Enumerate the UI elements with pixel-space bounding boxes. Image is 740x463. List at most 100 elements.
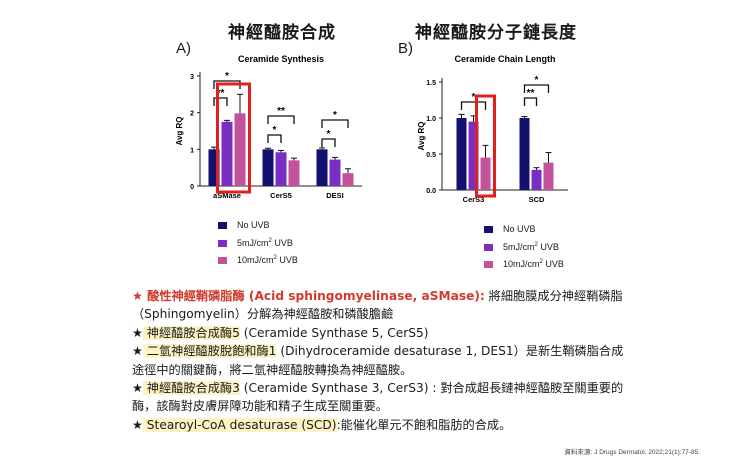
- x-tick-label: SCD: [529, 195, 545, 204]
- significance-bracket: [460, 101, 487, 110]
- desc-scd-heading: Stearoyl-CoA desaturase (SCD): [142, 417, 337, 432]
- legend-swatch: [218, 222, 227, 230]
- significance-bracket: [213, 97, 228, 106]
- significance-bracket: [523, 84, 550, 93]
- desc-asmase-heading: 酸性神經鞘磷脂酶 (Acid sphingomyelinase, aSMase)…: [142, 289, 485, 303]
- significance-label: **: [527, 88, 535, 99]
- significance-label: *: [225, 71, 229, 82]
- legend-label: No UVB: [237, 220, 270, 230]
- significance-bracket: [267, 115, 295, 124]
- desc-cers5-text: (Ceramide Synthase 5, CerS5): [239, 325, 429, 340]
- legend-label: 10mJ/cm: [237, 255, 274, 265]
- legend-suffix: UVB: [271, 238, 293, 248]
- bar: [480, 157, 491, 190]
- desc-cers3-heading: 神經醯胺合成酶3: [142, 381, 240, 396]
- panel-b-label: B): [398, 40, 413, 57]
- significance-label: *: [333, 110, 337, 121]
- star-icon: ★: [132, 417, 143, 432]
- desc-line-cers5: ★ 神經醯胺合成酶5 (Ceramide Synthase 5, CerS5): [132, 324, 632, 342]
- significance-bracket: [321, 119, 349, 128]
- desc-line-asmase: ★ 酸性神經鞘磷脂酶 (Acid sphingomyelinase, aSMas…: [132, 287, 632, 324]
- desc-asmase-text: 將細胞膜成分神經鞘磷脂（Sphingomyelin）分解為神經醯胺和磷酸膽鹼: [132, 289, 623, 322]
- left-chart-chinese-title: 神經醯胺合成: [228, 23, 336, 43]
- significance-bracket: [321, 138, 336, 147]
- x-tick-label: CerS3: [463, 195, 485, 204]
- star-icon: ★: [132, 344, 143, 359]
- y-axis-label: Avg RQ: [175, 116, 184, 145]
- legend-b-5mj: 5mJ/cm2 UVB: [484, 242, 559, 252]
- bar: [288, 160, 300, 186]
- legend-suffix: UVB: [537, 242, 559, 252]
- significance-label: **: [217, 88, 225, 99]
- y-tick-label: 2: [190, 111, 194, 118]
- legend-swatch: [218, 240, 227, 248]
- ceramide-chain-length-chart: Ceramide Chain Length Avg RQ 0.0 0.5 1.0 1.5 C…: [417, 54, 568, 204]
- desc-des1-heading: 二氫神經醯胺脫飽和酶1: [142, 344, 277, 359]
- y-tick-label: 1.5: [426, 80, 436, 87]
- bar: [342, 173, 354, 186]
- legend-b-no-uvb: No UVB: [484, 224, 536, 234]
- right-chart-chinese-title: 神經醯胺分子鏈長度: [415, 23, 577, 43]
- chart-title: Ceramide Synthesis: [238, 54, 324, 64]
- bar: [234, 113, 246, 186]
- y-tick-label: 1.0: [426, 116, 436, 123]
- bar: [262, 149, 274, 186]
- desc-scd-text: :能催化單元不飽和脂肪的合成。: [336, 417, 512, 432]
- legend-swatch: [484, 244, 493, 252]
- legend-b-10mj: 10mJ/cm2 UVB: [484, 259, 564, 269]
- desc-line-scd: ★ Stearoyl-CoA desaturase (SCD):能催化單元不飽和…: [132, 416, 632, 434]
- y-axis-label: Avg RQ: [417, 121, 426, 150]
- legend-suffix: UVB: [542, 259, 564, 269]
- panel-a-label: A): [176, 40, 191, 57]
- legend-sup: 2: [539, 259, 543, 265]
- x-tick-label: CerS5: [270, 191, 292, 200]
- significance-label: *: [327, 129, 331, 140]
- legend-label: 5mJ/cm: [503, 242, 535, 252]
- significance-label: *: [472, 92, 476, 103]
- legend-sup: 2: [268, 238, 272, 244]
- highlight-box: [475, 94, 496, 198]
- y-tick-label: 1: [190, 147, 194, 154]
- y-tick-label: 3: [190, 74, 194, 81]
- legend-a-10mj: 10mJ/cm2 UVB: [218, 255, 298, 265]
- bar: [316, 149, 328, 186]
- y-tick-label: 0: [190, 184, 194, 191]
- bar: [208, 149, 220, 186]
- bar: [221, 121, 233, 186]
- legend-a-no-uvb: No UVB: [218, 220, 270, 230]
- desc-line-cers3: ★ 神經醯胺合成酶3 (Ceramide Synthase 3, CerS3) …: [132, 379, 632, 416]
- source-citation: 資料來源: J Drugs Dermatol. 2022;21(1):77-85…: [564, 449, 700, 456]
- x-tick-label: aSMase: [213, 191, 241, 200]
- legend-label: No UVB: [503, 224, 536, 234]
- chart-title: Ceramide Chain Length: [454, 54, 555, 64]
- bar: [519, 118, 530, 190]
- bar: [468, 121, 479, 190]
- significance-label: *: [273, 125, 277, 136]
- ceramide-synthesis-chart: Ceramide Synthesis Avg RQ 0 1 2 3 aSMase CerS5 D…: [175, 54, 362, 200]
- enzyme-description: ★ 酸性神經鞘磷脂酶 (Acid sphingomyelinase, aSMas…: [132, 287, 632, 434]
- legend-label: 10mJ/cm: [503, 259, 540, 269]
- bar: [531, 169, 542, 190]
- significance-label: *: [535, 75, 539, 86]
- star-icon: ★: [132, 381, 143, 396]
- legend-a-5mj: 5mJ/cm2 UVB: [218, 238, 293, 248]
- y-tick-label: 0.5: [426, 152, 436, 159]
- star-icon: ★: [132, 325, 143, 340]
- y-tick-label: 0.0: [426, 188, 436, 195]
- highlight-box: [216, 82, 251, 194]
- legend-label: 5mJ/cm: [237, 238, 269, 248]
- significance-bracket: [267, 134, 282, 143]
- bar: [329, 159, 341, 186]
- significance-label: **: [277, 106, 285, 117]
- legend-swatch: [484, 261, 493, 269]
- legend-swatch: [218, 257, 227, 265]
- legend-suffix: UVB: [276, 255, 298, 265]
- desc-des1-text: (Dihydroceramide desaturase 1, DES1）是新生鞘…: [132, 344, 624, 377]
- star-icon: ★: [132, 289, 143, 303]
- significance-bracket: [523, 97, 538, 106]
- x-tick-label: DESI: [326, 191, 344, 200]
- legend-sup: 2: [273, 255, 277, 261]
- bar: [456, 118, 467, 190]
- desc-cers5-heading: 神經醯胺合成酶5: [142, 325, 240, 340]
- legend-swatch: [484, 226, 493, 234]
